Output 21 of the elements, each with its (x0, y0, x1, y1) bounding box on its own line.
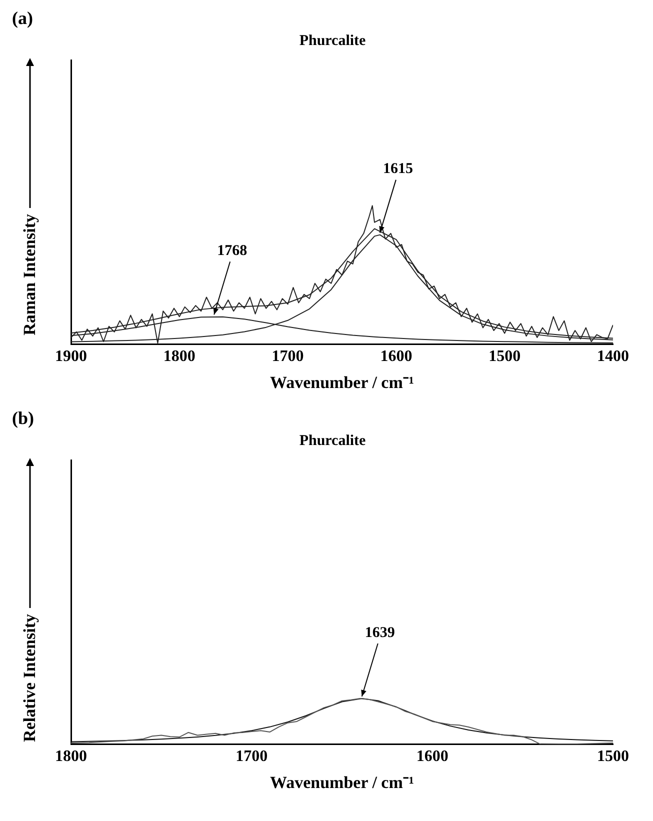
x-tick-label: 1500 (488, 348, 521, 366)
x-tick-label: 1400 (597, 348, 629, 366)
y-axis-title: Relative Intensity (20, 614, 40, 742)
x-tick-label: 1900 (55, 348, 87, 366)
text: (a) (12, 8, 33, 29)
x-axis-title: Wavenumber / cm⁻¹ (270, 773, 414, 792)
chart-title: Phurcalite (299, 32, 366, 49)
x-tick-label: 1600 (380, 348, 412, 366)
chart-title: Phurcalite (299, 432, 366, 449)
x-axis-title: Wavenumber / cm⁻¹ (270, 373, 414, 392)
x-tick-label: 1800 (55, 748, 87, 766)
x-tick-label: 1700 (236, 748, 268, 766)
annotation: 1615 (382, 161, 413, 178)
x-tick-label: 1500 (597, 748, 629, 766)
x-tick-label: 1600 (416, 748, 448, 766)
annotation: 1768 (217, 243, 248, 260)
y-axis-title: Raman Intensity (20, 214, 40, 336)
x-tick-label: 1700 (272, 348, 304, 366)
x-tick-label: 1800 (163, 348, 196, 366)
text: (b) (12, 408, 34, 429)
annotation: 1639 (364, 624, 395, 641)
